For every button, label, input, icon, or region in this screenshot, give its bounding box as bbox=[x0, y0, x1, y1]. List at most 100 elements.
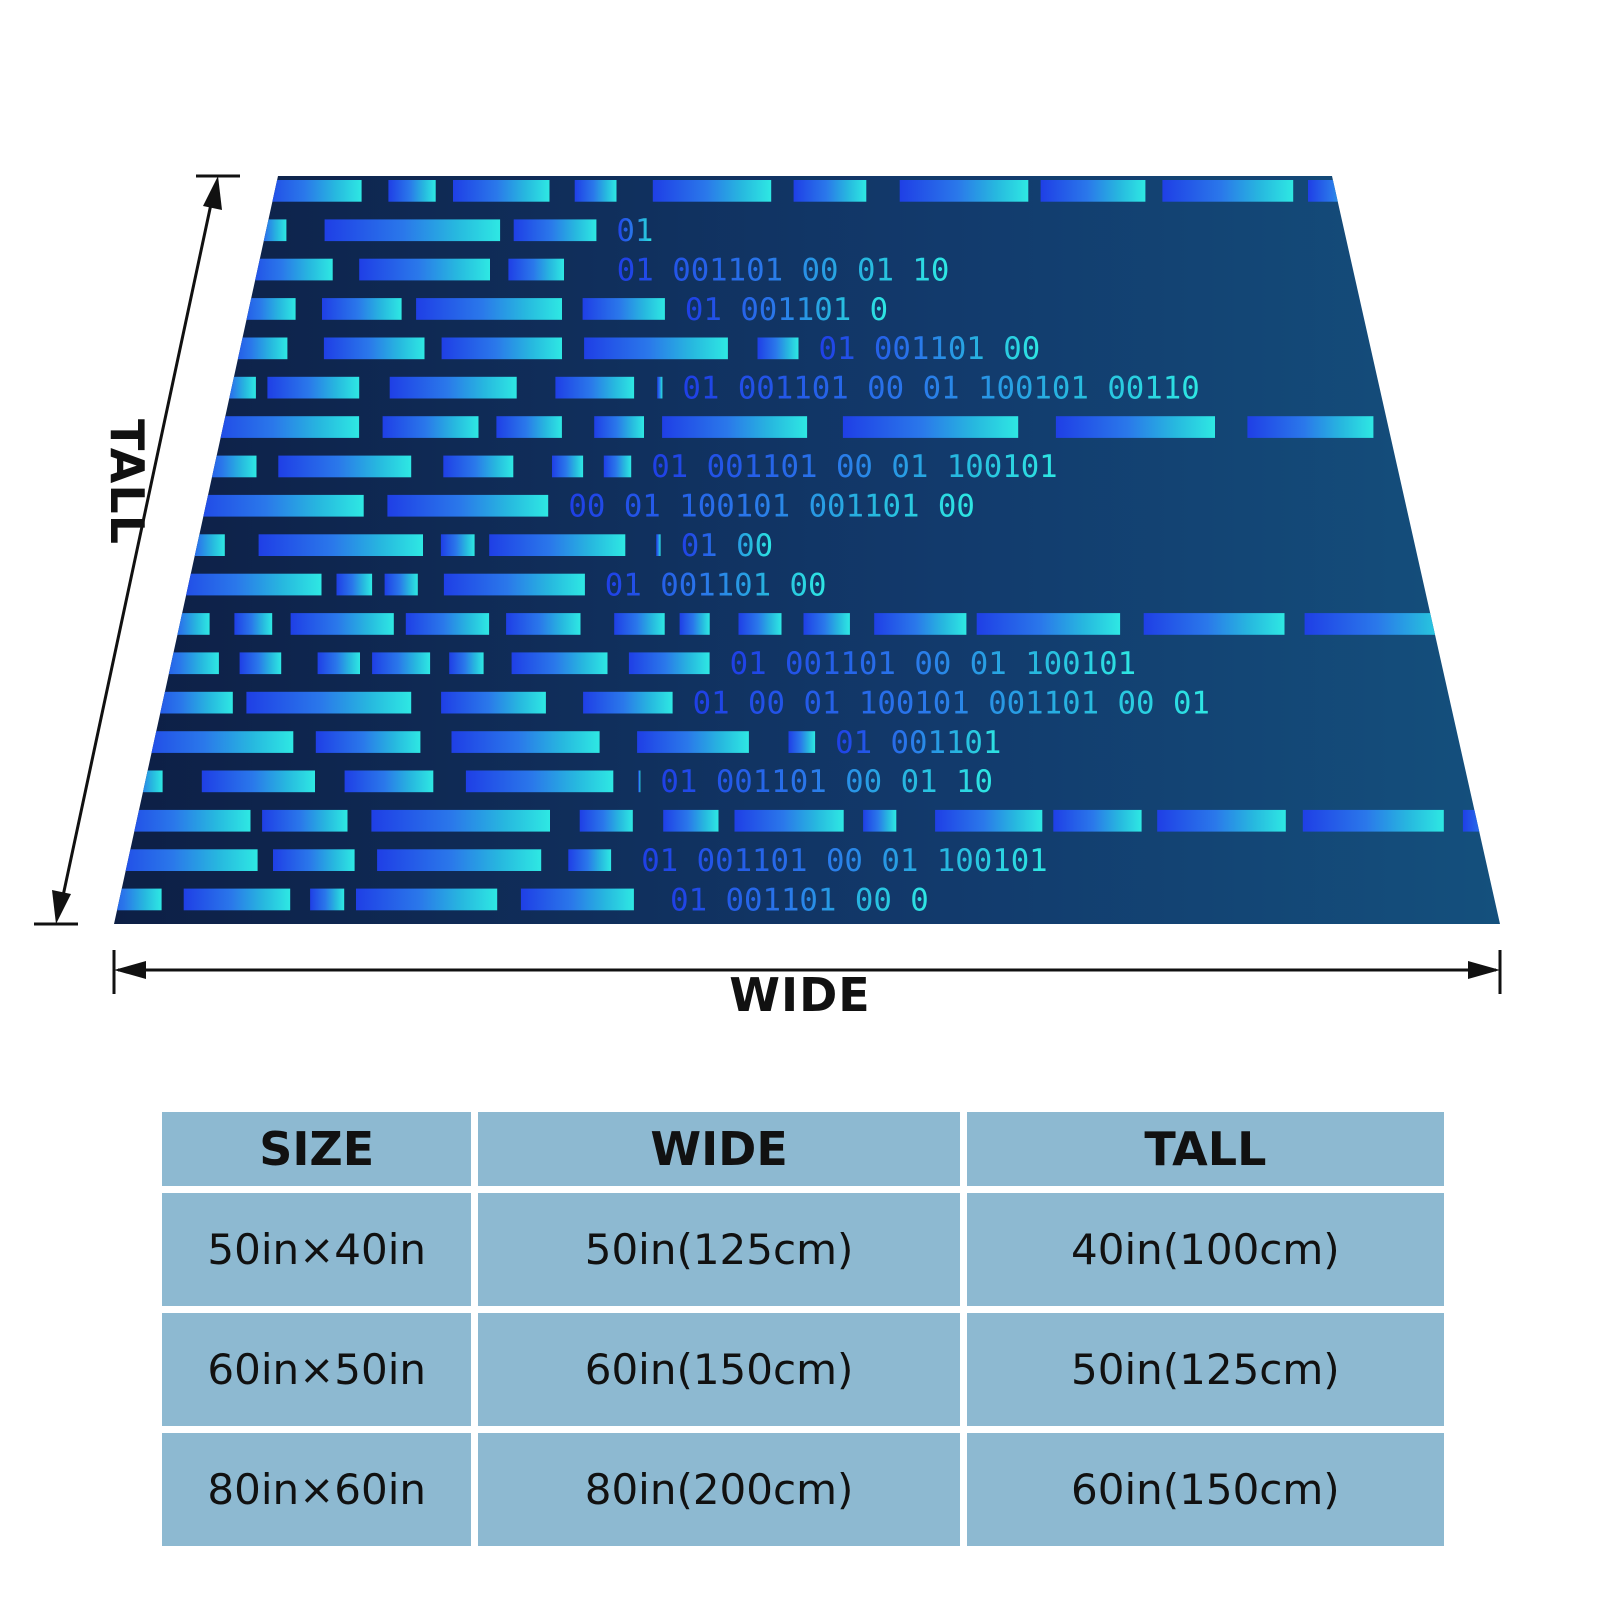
blanket-stripe bbox=[267, 376, 360, 399]
blanket-stripe bbox=[221, 337, 288, 360]
blanket-stripe bbox=[371, 809, 550, 832]
blanket-stripe bbox=[657, 376, 663, 399]
blanket-stripe bbox=[114, 849, 258, 871]
blanket-stripe bbox=[638, 770, 641, 793]
blanket-stripe bbox=[1302, 809, 1444, 832]
blanket-stripe bbox=[387, 494, 549, 517]
size-cell: 50in×40in bbox=[162, 1193, 472, 1306]
wide-dimension-arrow bbox=[112, 950, 1502, 994]
blanket-stripe bbox=[1055, 416, 1215, 438]
blanket-stripe bbox=[1162, 180, 1294, 202]
blanket-stripe bbox=[656, 534, 661, 556]
blanket-stripe bbox=[508, 258, 564, 281]
blanket-stripe bbox=[582, 298, 665, 320]
blanket-stripe bbox=[1157, 809, 1286, 832]
blanket-stripe bbox=[788, 731, 816, 753]
blanket-stripe bbox=[1143, 613, 1285, 635]
blanket-stripe bbox=[1400, 416, 1418, 438]
blanket-stripe bbox=[273, 849, 355, 871]
blanket-stripe bbox=[183, 888, 291, 911]
binary-text: 01 001101 00 01 100101 bbox=[651, 450, 1057, 485]
blanket-stripe bbox=[863, 809, 897, 832]
blanket-stripe bbox=[262, 809, 348, 832]
blanket-stripe bbox=[793, 180, 867, 202]
blanket-stripe bbox=[803, 613, 850, 635]
blanket-stripe bbox=[322, 298, 402, 320]
blanket-stripe bbox=[258, 534, 423, 556]
blanket-stripe bbox=[443, 573, 585, 596]
blanket-stripe bbox=[652, 180, 772, 202]
binary-text: 01 001101 00 01 100101 bbox=[641, 844, 1047, 879]
blanket-stripe bbox=[248, 219, 287, 242]
blanket-stripe bbox=[230, 298, 296, 320]
blanket-stripe bbox=[239, 652, 282, 675]
blanket-stripe bbox=[628, 652, 710, 675]
blanket-stripe bbox=[185, 494, 364, 517]
blanket-stripe bbox=[239, 258, 333, 281]
blanket-stripe bbox=[114, 809, 251, 832]
blanket-stripe bbox=[594, 416, 644, 438]
tall-dimension-arrow bbox=[34, 174, 240, 926]
blanket-stripe bbox=[757, 337, 799, 360]
blanket-stripe bbox=[278, 455, 412, 478]
wide-cell: 50in(125cm) bbox=[478, 1193, 960, 1306]
blanket-stripe bbox=[842, 416, 1019, 438]
tall-cell: 60in(150cm) bbox=[966, 1433, 1444, 1546]
blanket-stripe bbox=[679, 613, 710, 635]
size-cell: 80in×60in bbox=[162, 1433, 472, 1546]
size-table: SIZE WIDE TALL 50in×40in 50in(125cm) 40i… bbox=[155, 1105, 1451, 1553]
blanket-stripe bbox=[405, 613, 490, 635]
blanket-stripe bbox=[734, 809, 844, 832]
blanket-stripe bbox=[315, 731, 421, 753]
binary-text: 01 00 01 100101 001101 00 01 bbox=[693, 686, 1210, 721]
size-cell: 60in×50in bbox=[162, 1313, 472, 1426]
blanket-stripe bbox=[1304, 613, 1465, 635]
blanket-stripe bbox=[637, 731, 749, 753]
blanket-stripe bbox=[148, 652, 219, 675]
blanket-stripe bbox=[194, 455, 257, 478]
blanket-stripe bbox=[157, 613, 210, 635]
binary-text: 01 001101 00 01 100101 00110 bbox=[682, 372, 1199, 407]
blanket-stripe bbox=[234, 613, 273, 635]
blanket-stripe bbox=[377, 849, 542, 871]
blanket-stripe bbox=[465, 770, 614, 793]
binary-text: 01 001101 00 01 10 bbox=[617, 253, 950, 288]
blanket-stripe bbox=[121, 770, 163, 793]
binary-text: 01 001101 00 01 10 bbox=[660, 765, 993, 800]
binary-text: 01 001101 0 bbox=[685, 293, 888, 328]
blanket-stripe bbox=[323, 337, 425, 360]
blanket-stripe bbox=[176, 534, 225, 556]
blanket-stripe bbox=[246, 691, 412, 714]
blanket-stripe bbox=[382, 416, 479, 438]
blanket-stripe bbox=[738, 613, 782, 635]
blanket-stripe bbox=[662, 416, 808, 438]
blanket-stripe bbox=[372, 652, 431, 675]
blanket-stripe bbox=[663, 809, 719, 832]
blanket-stripe bbox=[511, 652, 608, 675]
blanket-stripe bbox=[583, 691, 673, 714]
binary-text: 01 001101 00 bbox=[819, 332, 1041, 367]
wide-cell: 80in(200cm) bbox=[478, 1433, 960, 1546]
blanket-stripe bbox=[443, 455, 514, 478]
blanket-stripe bbox=[579, 809, 633, 832]
blanket-stripe bbox=[440, 534, 475, 556]
blanket-stripe bbox=[317, 652, 360, 675]
blanket-stripe bbox=[555, 376, 635, 399]
blanket-stripe bbox=[166, 573, 322, 596]
blanket-stripe bbox=[496, 416, 562, 438]
blanket-stripe bbox=[1247, 416, 1374, 438]
blanket-stripe bbox=[513, 219, 597, 242]
blanket-stripe bbox=[258, 180, 362, 202]
blanket-stripe bbox=[388, 180, 436, 202]
blanket-stripe bbox=[603, 455, 632, 478]
binary-text: 01 00 bbox=[681, 529, 773, 564]
blanket-stripe bbox=[1053, 809, 1142, 832]
blanket-stripe bbox=[453, 180, 550, 202]
blanket-stripe bbox=[441, 337, 562, 360]
blanket-stripe bbox=[506, 613, 581, 635]
header-wide: WIDE bbox=[478, 1112, 960, 1186]
binary-text: 01 001101 bbox=[835, 726, 1001, 761]
binary-text: 01 001101 00 bbox=[605, 568, 827, 603]
blanket-stripe bbox=[212, 376, 256, 399]
blanket-stripe bbox=[290, 613, 394, 635]
